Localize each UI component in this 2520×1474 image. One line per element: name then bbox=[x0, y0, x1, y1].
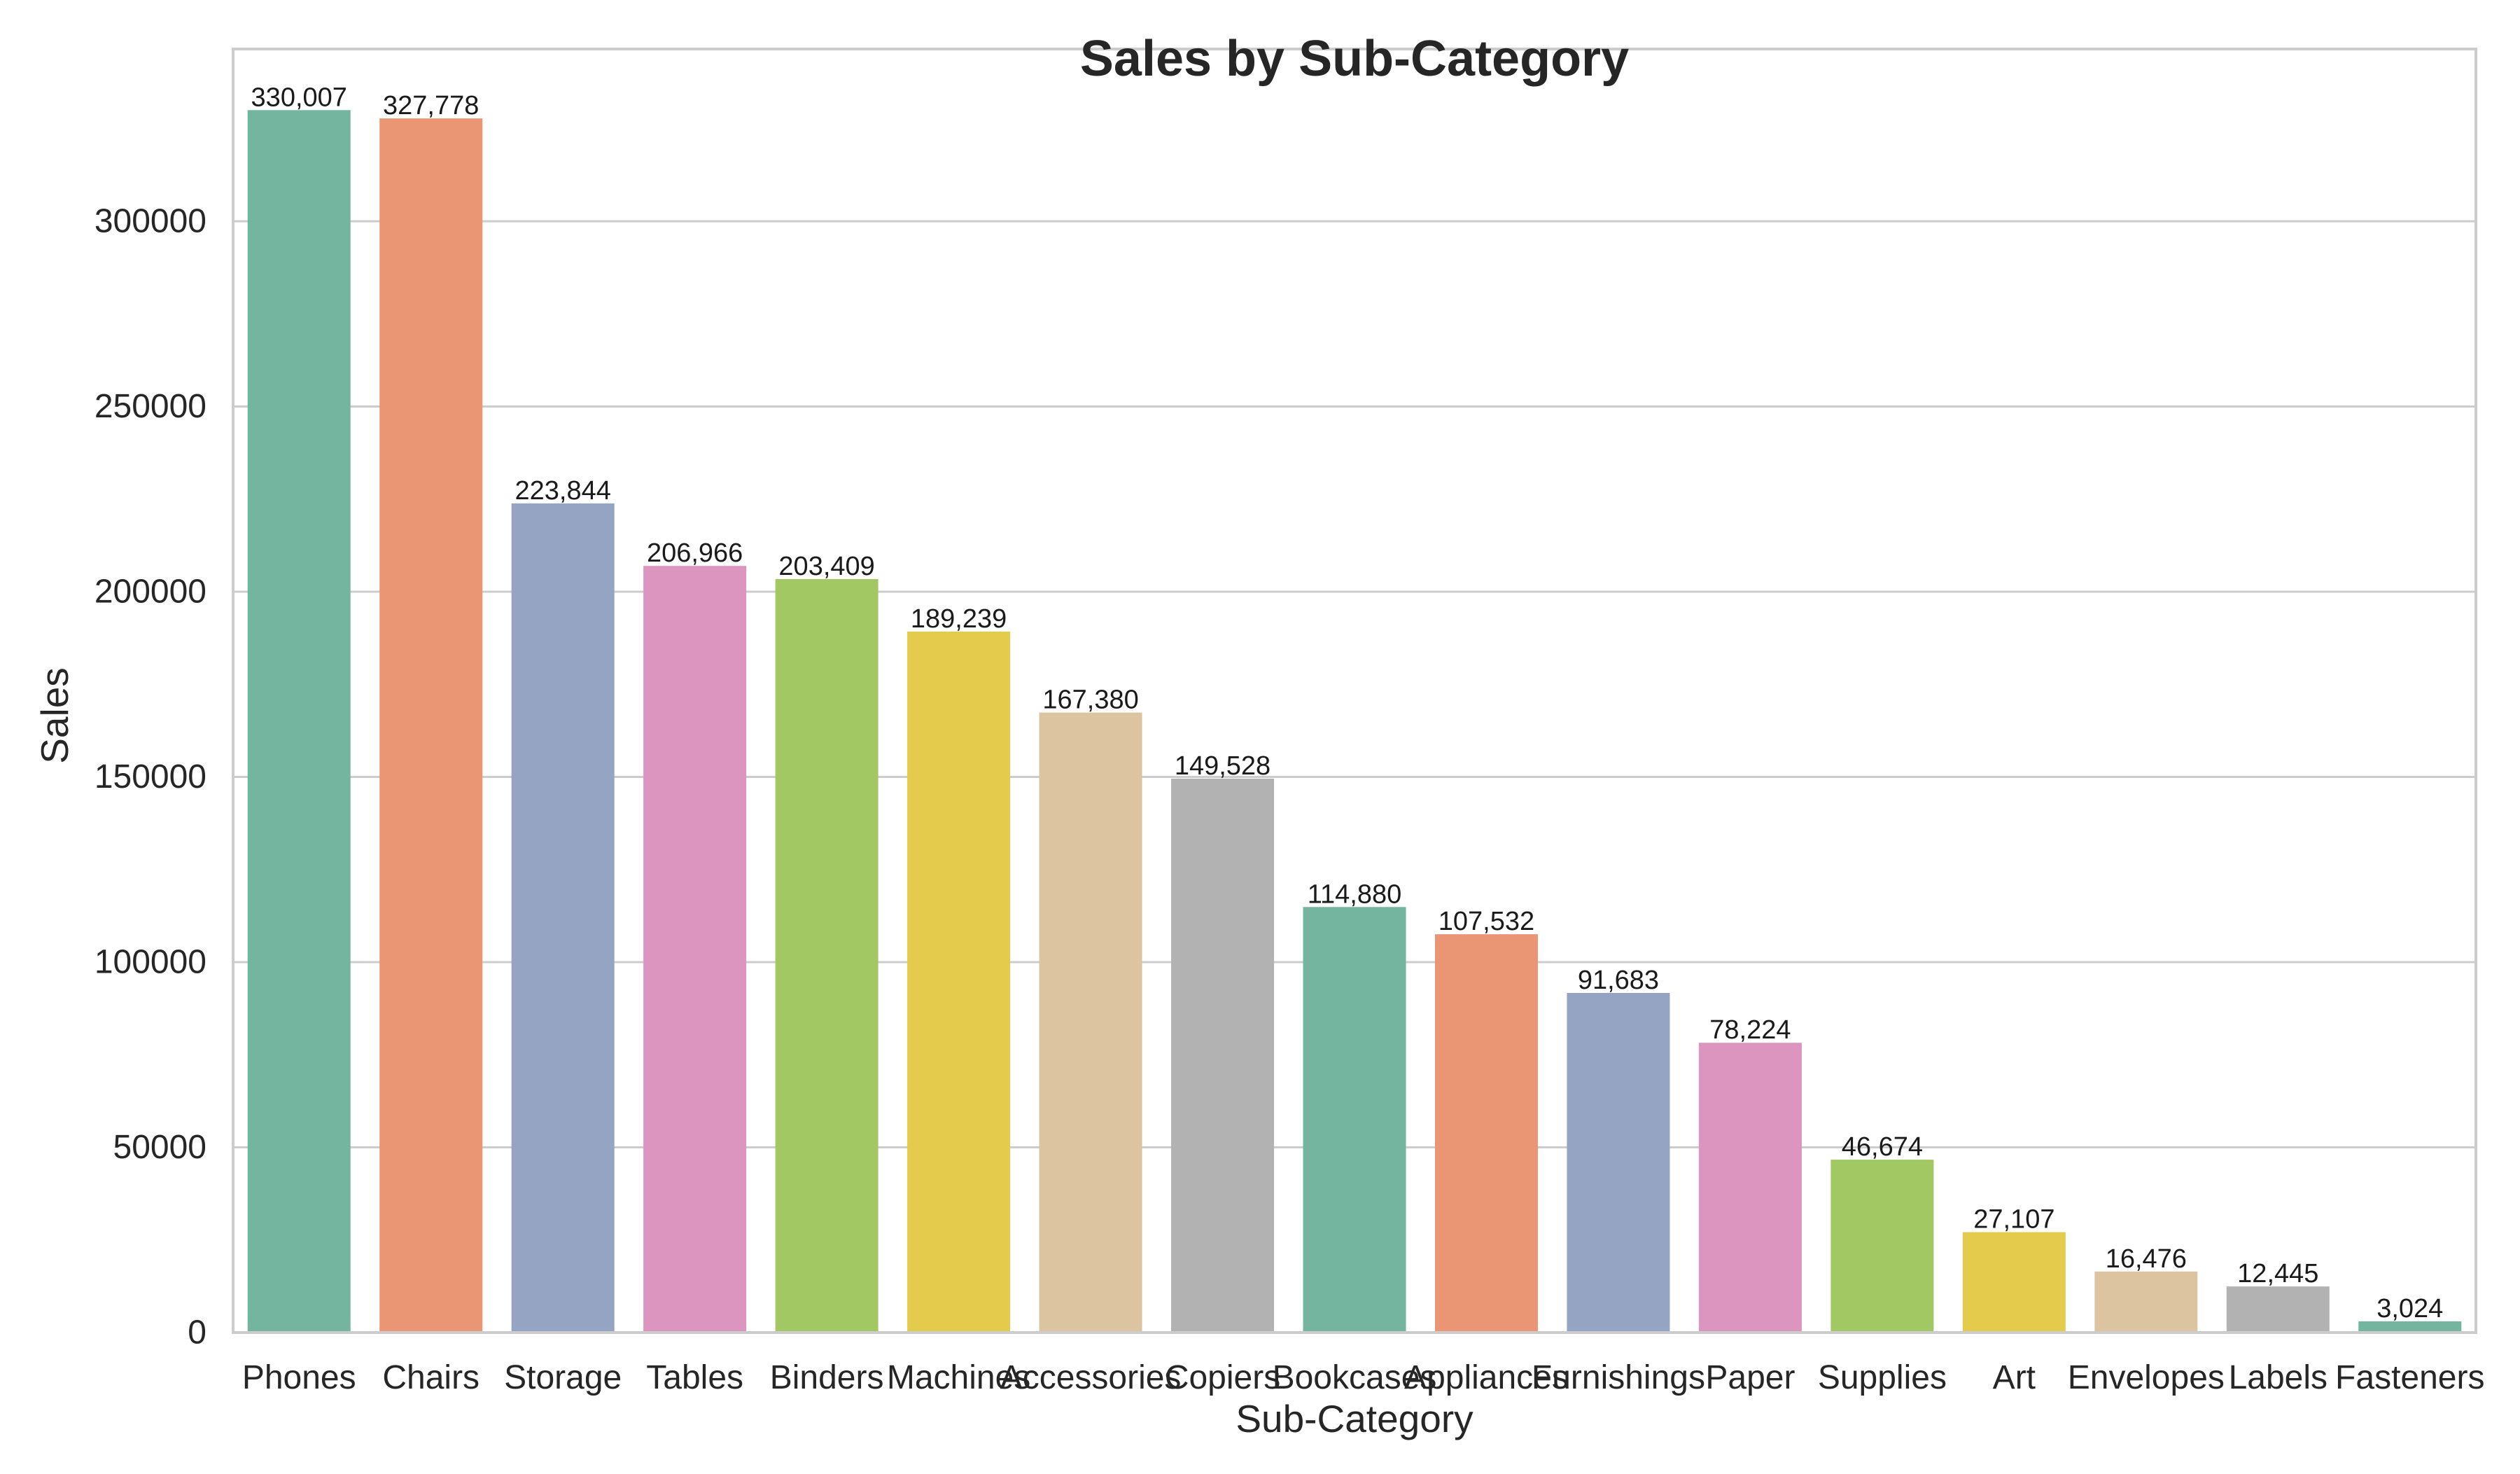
plot-frame bbox=[232, 48, 2477, 1334]
x-tick-label-accessories: Accessories bbox=[1000, 1359, 1182, 1396]
x-tick-label-envelopes: Envelopes bbox=[2068, 1359, 2225, 1396]
y-tick-label: 200000 bbox=[94, 573, 206, 611]
x-tick-label-paper: Paper bbox=[1705, 1359, 1795, 1396]
bar-supplies bbox=[1830, 1160, 1934, 1333]
bar-tables bbox=[643, 566, 747, 1333]
data-labels: 330,007 327,778 223,844 206,966 203,409 189,2… bbox=[251, 83, 2444, 1323]
data-label-furnishings: 91,683 bbox=[1578, 966, 1659, 995]
data-label-binders: 203,409 bbox=[778, 552, 874, 581]
x-tick-label-art: Art bbox=[1993, 1359, 2036, 1396]
x-tick-label-labels: Labels bbox=[2229, 1359, 2328, 1396]
y-tick-label: 50000 bbox=[113, 1129, 206, 1166]
bar-envelopes bbox=[2094, 1271, 2198, 1333]
bar-furnishings bbox=[1567, 993, 1670, 1333]
data-label-appliances: 107,532 bbox=[1438, 907, 1534, 936]
data-label-machines: 189,239 bbox=[911, 604, 1007, 634]
bar-accessories bbox=[1039, 712, 1142, 1333]
data-label-fasteners: 3,024 bbox=[2376, 1294, 2443, 1323]
x-tick-label-chairs: Chairs bbox=[382, 1359, 479, 1396]
y-tick-label: 300000 bbox=[94, 203, 206, 240]
y-tick-labels: 0 50000 100000 150000 200000 250000 300000 bbox=[94, 203, 206, 1351]
y-tick-label: 100000 bbox=[94, 944, 206, 981]
data-label-phones: 330,007 bbox=[251, 83, 347, 112]
data-label-paper: 78,224 bbox=[1709, 1015, 1791, 1045]
bar-labels bbox=[2226, 1286, 2330, 1333]
y-axis-label: Sales bbox=[33, 667, 76, 764]
x-tick-label-supplies: Supplies bbox=[1818, 1359, 1947, 1396]
x-tick-label-bookcases: Bookcases bbox=[1273, 1359, 1437, 1396]
x-tick-label-tables: Tables bbox=[646, 1359, 743, 1396]
bars bbox=[247, 110, 2462, 1333]
data-label-supplies: 46,674 bbox=[1842, 1132, 1923, 1162]
bar-chairs bbox=[379, 118, 483, 1333]
data-label-storage: 223,844 bbox=[514, 476, 610, 506]
data-label-bookcases: 114,880 bbox=[1308, 879, 1402, 909]
x-tick-label-phones: Phones bbox=[242, 1359, 356, 1396]
bar-fasteners bbox=[2358, 1321, 2462, 1333]
bar-storage bbox=[511, 503, 615, 1333]
x-axis-label: Sub-Category bbox=[1236, 1397, 1474, 1440]
y-tick-label: 250000 bbox=[94, 388, 206, 425]
bar-copiers bbox=[1171, 779, 1275, 1333]
y-tick-label: 0 bbox=[188, 1314, 206, 1351]
x-tick-label-furnishings: Furnishings bbox=[1532, 1359, 1705, 1396]
bar-machines bbox=[907, 631, 1011, 1333]
x-tick-label-binders: Binders bbox=[770, 1359, 884, 1396]
x-tick-labels: Phones Chairs Storage Tables Binders Machines… bbox=[242, 1359, 2485, 1396]
data-label-accessories: 167,380 bbox=[1042, 686, 1138, 715]
bar-binders bbox=[775, 578, 878, 1333]
x-tick-label-appliances: Appliances bbox=[1404, 1359, 1569, 1396]
data-label-tables: 206,966 bbox=[647, 538, 743, 568]
data-label-labels: 12,445 bbox=[2237, 1259, 2318, 1288]
data-label-art: 27,107 bbox=[1973, 1205, 2054, 1235]
x-tick-label-machines: Machines bbox=[887, 1359, 1030, 1396]
bar-paper bbox=[1698, 1043, 1802, 1333]
data-label-copiers: 149,528 bbox=[1175, 751, 1270, 781]
bar-bookcases bbox=[1303, 907, 1406, 1333]
bar-appliances bbox=[1434, 934, 1538, 1333]
data-label-chairs: 327,778 bbox=[383, 91, 479, 120]
x-tick-label-storage: Storage bbox=[504, 1359, 622, 1396]
data-label-envelopes: 16,476 bbox=[2106, 1244, 2187, 1274]
chart-title: Sales by Sub-Category bbox=[1080, 31, 1629, 87]
bar-art bbox=[1962, 1232, 2066, 1333]
y-tick-label: 150000 bbox=[94, 758, 206, 795]
x-tick-label-copiers: Copiers bbox=[1165, 1359, 1280, 1396]
x-tick-label-fasteners: Fasteners bbox=[2335, 1359, 2484, 1396]
bar-phones bbox=[247, 110, 351, 1333]
